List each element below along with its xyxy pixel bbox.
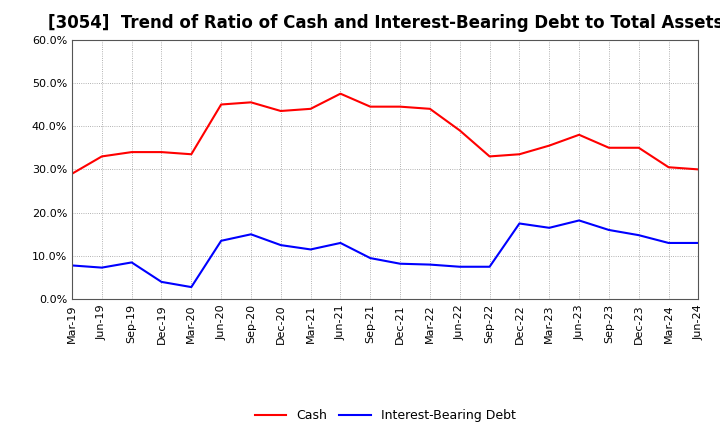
Interest-Bearing Debt	[306, 247, 315, 252]
Interest-Bearing Debt	[68, 263, 76, 268]
Cash	[217, 102, 225, 107]
Cash	[247, 100, 256, 105]
Cash	[515, 152, 523, 157]
Cash	[187, 152, 196, 157]
Cash	[276, 108, 285, 114]
Cash	[545, 143, 554, 148]
Cash	[605, 145, 613, 150]
Title: [3054]  Trend of Ratio of Cash and Interest-Bearing Debt to Total Assets: [3054] Trend of Ratio of Cash and Intere…	[48, 15, 720, 33]
Cash	[157, 150, 166, 155]
Cash	[456, 128, 464, 133]
Cash	[68, 171, 76, 176]
Cash	[366, 104, 374, 109]
Cash	[694, 167, 703, 172]
Interest-Bearing Debt	[665, 240, 673, 246]
Cash	[634, 145, 643, 150]
Interest-Bearing Debt	[127, 260, 136, 265]
Interest-Bearing Debt	[97, 265, 106, 270]
Interest-Bearing Debt	[575, 218, 583, 223]
Cash	[485, 154, 494, 159]
Line: Interest-Bearing Debt: Interest-Bearing Debt	[72, 220, 698, 287]
Cash	[97, 154, 106, 159]
Interest-Bearing Debt	[456, 264, 464, 269]
Interest-Bearing Debt	[217, 238, 225, 243]
Interest-Bearing Debt	[694, 240, 703, 246]
Interest-Bearing Debt	[426, 262, 434, 267]
Interest-Bearing Debt	[247, 231, 256, 237]
Interest-Bearing Debt	[157, 279, 166, 285]
Cash	[396, 104, 405, 109]
Interest-Bearing Debt	[545, 225, 554, 231]
Cash	[426, 106, 434, 111]
Interest-Bearing Debt	[605, 227, 613, 233]
Cash	[127, 150, 136, 155]
Interest-Bearing Debt	[336, 240, 345, 246]
Interest-Bearing Debt	[276, 242, 285, 248]
Cash	[306, 106, 315, 111]
Cash	[575, 132, 583, 137]
Interest-Bearing Debt	[485, 264, 494, 269]
Line: Cash: Cash	[72, 94, 698, 174]
Interest-Bearing Debt	[515, 221, 523, 226]
Interest-Bearing Debt	[187, 284, 196, 290]
Interest-Bearing Debt	[634, 232, 643, 238]
Cash	[665, 165, 673, 170]
Legend: Cash, Interest-Bearing Debt: Cash, Interest-Bearing Debt	[250, 404, 521, 427]
Interest-Bearing Debt	[396, 261, 405, 266]
Cash	[336, 91, 345, 96]
Interest-Bearing Debt	[366, 256, 374, 261]
